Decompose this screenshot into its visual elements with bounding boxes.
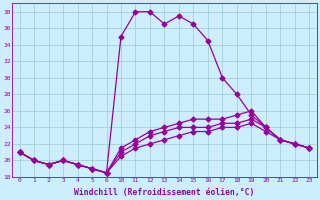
X-axis label: Windchill (Refroidissement éolien,°C): Windchill (Refroidissement éolien,°C) [74,188,255,197]
